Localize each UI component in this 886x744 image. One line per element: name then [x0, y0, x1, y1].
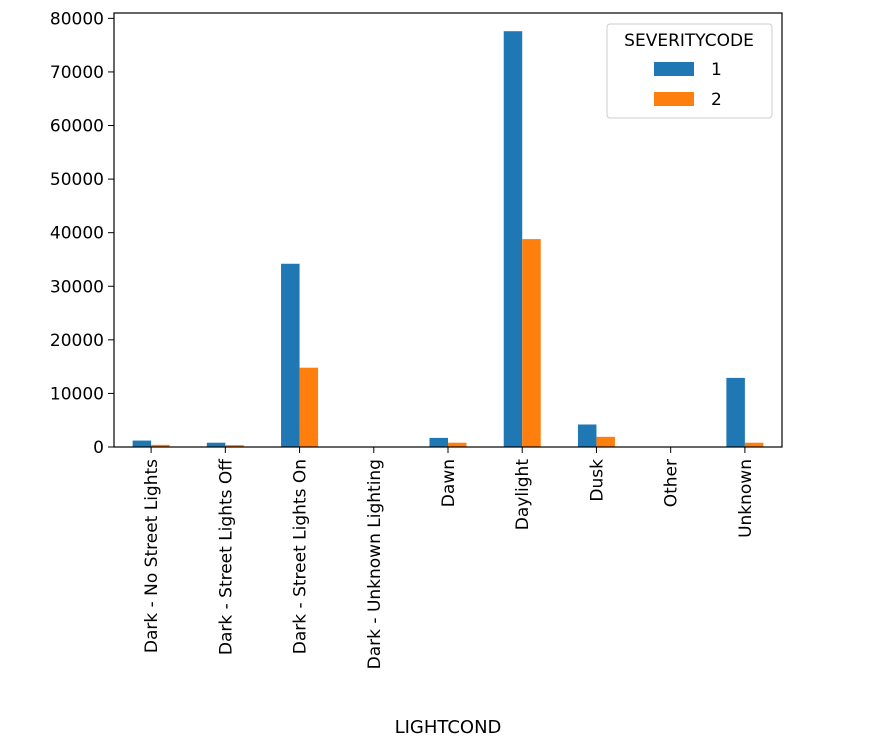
legend-swatch-1 [654, 62, 694, 76]
legend-swatch-2 [654, 92, 694, 106]
y-tick-label: 60000 [50, 117, 104, 137]
y-tick-label: 40000 [50, 224, 104, 244]
y-tick-label: 20000 [50, 331, 104, 351]
x-tick-label: Dark - Unknown Lighting [365, 459, 385, 669]
x-axis-label: LIGHTCOND [395, 717, 502, 738]
x-tick-label: Dark - Street Lights On [291, 459, 311, 654]
bar-series-1-2 [281, 263, 300, 447]
bar-series-2-8 [744, 442, 764, 447]
bars [132, 31, 764, 447]
bar-series-2-6 [596, 436, 615, 447]
bar-series-2-5 [522, 239, 541, 447]
legend-title: SEVERITYCODE [624, 31, 754, 51]
bar-series-1-6 [577, 424, 597, 447]
x-tick-label: Daylight [513, 459, 533, 531]
bar-series-2-4 [448, 442, 467, 447]
y-tick-label: 0 [93, 438, 104, 458]
x-tick-label: Dawn [439, 459, 459, 507]
y-tick-label: 10000 [50, 384, 104, 404]
bar-series-1-0 [132, 440, 152, 447]
x-tick-label: Other [662, 459, 682, 507]
bar-series-2-1 [225, 445, 244, 447]
y-tick-label: 80000 [50, 9, 104, 29]
y-tick-label: 50000 [50, 170, 104, 190]
y-tick-label: 30000 [50, 277, 104, 297]
x-tick-label: Dark - Street Lights Off [216, 458, 236, 655]
legend-entry-2: 2 [711, 90, 722, 110]
x-tick-label: Dusk [587, 459, 607, 502]
x-axis-ticks: Dark - No Street Lights Dark - Street Lig… [142, 447, 756, 669]
y-axis-ticks: 0 10000 20000 30000 40000 50000 60000 70000 8000… [50, 9, 114, 458]
x-tick-label: Dark - No Street Lights [142, 459, 162, 653]
bar-series-1-4 [429, 437, 448, 447]
legend: SEVERITYCODE 1 2 [606, 23, 773, 119]
legend-entry-1: 1 [711, 60, 722, 80]
plot-frame [113, 12, 783, 448]
bar-series-1-5 [503, 31, 523, 447]
bar-series-2-2 [299, 367, 319, 447]
x-tick-label: Unknown [736, 459, 756, 538]
bar-series-1-1 [206, 442, 226, 447]
bar-series-1-8 [726, 377, 745, 447]
y-tick-label: 70000 [50, 63, 104, 83]
bar-series-2-0 [151, 444, 170, 447]
